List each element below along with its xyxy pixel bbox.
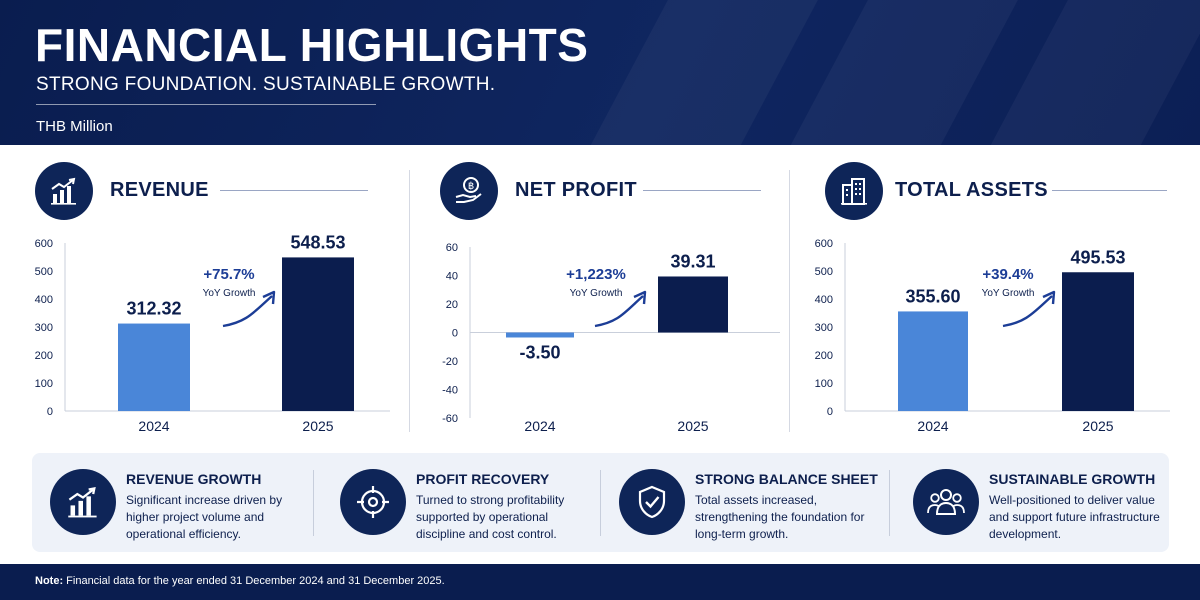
growth-arrow-head-icon: [262, 290, 276, 305]
title-rule: [220, 190, 368, 191]
y-tick-label: -60: [442, 413, 458, 425]
y-tick-label: 300: [35, 322, 53, 334]
net-profit-panel: ฿ NET PROFIT 60 40 20 0 -20 -40 -60 -3.50 2024 39…: [425, 160, 785, 440]
feature-title: SUSTAINABLE GROWTH: [989, 471, 1156, 487]
feature-description: Well-positioned to deliver value and sup…: [989, 493, 1160, 541]
feature-revenue-growth: REVENUE GROWTH Significant increase driv…: [32, 453, 312, 552]
y-tick-label: 100: [815, 378, 833, 390]
data-label: -3.50: [519, 342, 560, 362]
y-tick-label: 0: [452, 328, 458, 340]
data-label: 312.32: [126, 299, 181, 319]
y-tick-label: 600: [815, 238, 833, 250]
feature-sustainable-growth: SUSTAINABLE GROWTH Well-positioned to de…: [895, 453, 1169, 552]
data-label: 355.60: [905, 286, 960, 306]
feature-title: REVENUE GROWTH: [126, 471, 262, 487]
coin-hand-icon: ฿: [440, 162, 498, 220]
bar-2024: [506, 332, 574, 338]
data-label: 495.53: [1070, 247, 1125, 267]
chart-title: TOTAL ASSETS: [895, 179, 1048, 201]
unit-label: THB Million: [36, 118, 113, 135]
data-label: 548.53: [290, 232, 345, 252]
x-tick-label: 2025: [1082, 418, 1113, 434]
title-rule: [1052, 190, 1167, 191]
feature-divider: [313, 470, 314, 536]
growth-caption: YoY Growth: [203, 288, 256, 299]
buildings-icon: [825, 162, 883, 220]
y-tick-label: 100: [35, 378, 53, 390]
feature-divider: [600, 470, 601, 536]
y-tick-label: 20: [446, 299, 458, 311]
y-tick-label: 0: [47, 406, 53, 418]
chart-title: REVENUE: [110, 179, 209, 201]
feature-profit-recovery: PROFIT RECOVERY Turned to strong profita…: [322, 453, 602, 552]
header-divider: [36, 104, 376, 105]
growth-arrow-head-icon: [633, 290, 647, 305]
panel-divider: [409, 170, 410, 432]
bar-chart-growth-icon: [50, 469, 116, 535]
y-tick-label: 400: [815, 294, 833, 306]
revenue-chart: 600 500 400 300 200 100 0 312.32 2024 548.53 2025 +…: [35, 232, 390, 434]
growth-arrow-curve: [222, 295, 273, 328]
y-tick-label: -40: [442, 385, 458, 397]
total-assets-chart: 600 500 400 300 200 100 0 355.60 2024 495.53 2025 +…: [815, 238, 1170, 434]
decorative-stripe: [550, 0, 840, 145]
note-text: Financial data for the year ended 31 Dec…: [63, 575, 445, 587]
x-tick-label: 2025: [677, 418, 708, 434]
feature-title: STRONG BALANCE SHEET: [695, 471, 878, 487]
growth-caption: YoY Growth: [982, 288, 1035, 299]
target-icon: [340, 469, 406, 535]
x-tick-label: 2024: [524, 418, 555, 434]
shield-check-icon: [619, 469, 685, 535]
bar-2024: [898, 311, 968, 411]
y-tick-label: 500: [35, 266, 53, 278]
bar-2025: [282, 257, 354, 411]
highlights-strip: REVENUE GROWTH Significant increase driv…: [32, 453, 1169, 552]
feature-strong-balance-sheet: STRONG BALANCE SHEET Total assets increa…: [601, 453, 891, 552]
footer-note: Note: Financial data for the year ended …: [35, 575, 445, 587]
x-tick-label: 2024: [917, 418, 948, 434]
x-tick-label: 2025: [302, 418, 333, 434]
title-rule: [643, 190, 761, 191]
y-tick-label: 500: [815, 266, 833, 278]
bar-2024: [118, 323, 190, 411]
y-tick-label: 200: [815, 350, 833, 362]
page-title: FINANCIAL HIGHLIGHTS: [35, 19, 589, 71]
bar-2025: [658, 276, 728, 333]
y-tick-label: 60: [446, 242, 458, 254]
bar-chart-growth-icon: [35, 162, 93, 220]
y-tick-label: 200: [35, 350, 53, 362]
y-tick-label: 400: [35, 294, 53, 306]
growth-arrow-curve: [1002, 295, 1053, 328]
revenue-panel: REVENUE 600 500 400 300 200 100 0 312.32 2024 548…: [35, 160, 395, 440]
y-tick-label: 600: [35, 238, 53, 250]
growth-arrow-head-icon: [1042, 290, 1056, 305]
y-tick-label: 0: [827, 406, 833, 418]
bar-2025: [1062, 272, 1134, 411]
note-label: Note:: [35, 575, 64, 587]
feature-description: Total assets increased, strengthening th…: [695, 493, 865, 541]
header-banner: FINANCIAL HIGHLIGHTS STRONG FOUNDATION. …: [0, 0, 1200, 145]
svg-text:฿: ฿: [468, 181, 474, 192]
page-subtitle: STRONG FOUNDATION. SUSTAINABLE GROWTH.: [36, 74, 496, 95]
footer-bar: Note: Financial data for the year ended …: [0, 564, 1200, 600]
panel-divider: [789, 170, 790, 432]
net-profit-chart: 60 40 20 0 -20 -40 -60 -3.50 2024 39.31 2025 +1,223…: [442, 242, 780, 434]
people-group-icon: [913, 469, 979, 535]
feature-description: Significant increase driven by higher pr…: [126, 493, 283, 541]
x-tick-label: 2024: [138, 418, 169, 434]
growth-arrow-curve: [594, 295, 644, 328]
chart-title: NET PROFIT: [515, 179, 637, 201]
growth-percent-label: +39.4%: [982, 266, 1033, 283]
data-label: 39.31: [670, 251, 715, 271]
feature-description: Turned to strong profitability supported…: [416, 493, 565, 541]
growth-percent-label: +75.7%: [203, 266, 254, 283]
y-tick-label: 40: [446, 271, 458, 283]
y-tick-label: 300: [815, 322, 833, 334]
feature-divider: [889, 470, 890, 536]
total-assets-panel: TOTAL ASSETS 600 500 400 300 200 100 0 355.60 20…: [815, 160, 1175, 440]
growth-percent-label: +1,223%: [566, 266, 626, 283]
y-tick-label: -20: [442, 356, 458, 368]
growth-caption: YoY Growth: [570, 288, 623, 299]
feature-title: PROFIT RECOVERY: [416, 471, 550, 487]
